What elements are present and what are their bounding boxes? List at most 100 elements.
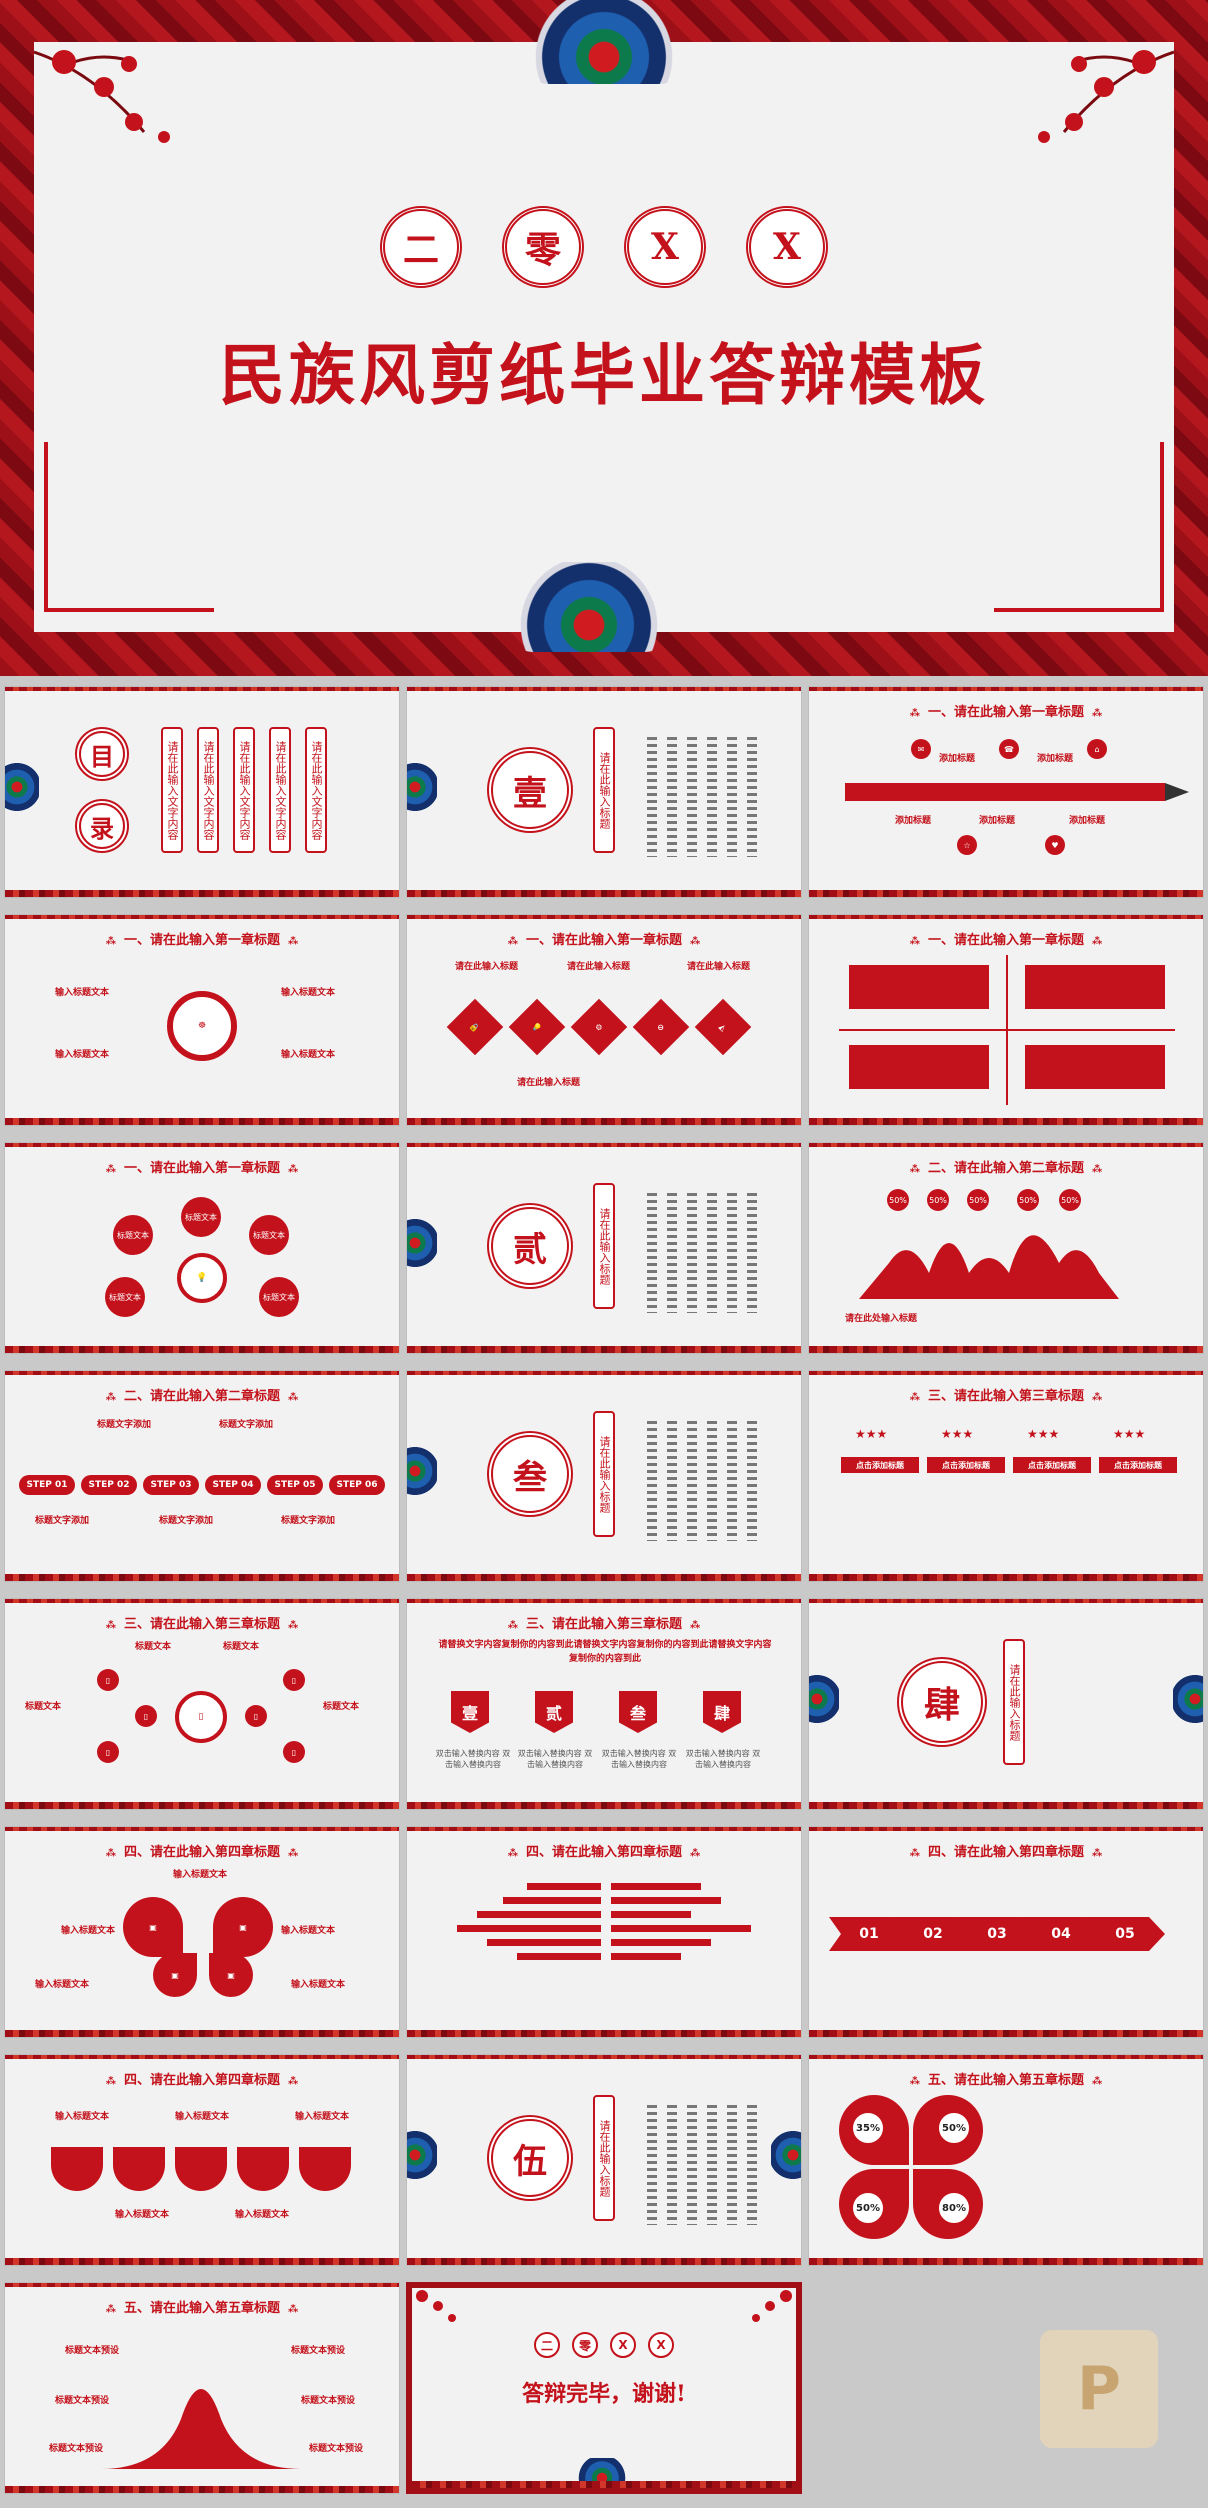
text-column: [727, 1421, 737, 1541]
bar-left-3: [477, 1911, 601, 1918]
slide-top-border: [5, 1371, 399, 1375]
label-input-title: 请在此输入标题: [567, 962, 631, 972]
text-column: [707, 1421, 717, 1541]
slide-ch4-bars[interactable]: 四、请在此输入第四章标题: [406, 1826, 802, 2038]
label-input-title: 输入标题文本: [55, 988, 110, 998]
ending-year-row: 二 零 X X: [412, 2332, 796, 2358]
text-column: [647, 737, 657, 857]
pct-pin-4: 50%: [1017, 1189, 1039, 1211]
slide-top-border: [407, 687, 801, 691]
ending-text: 答辩完毕，谢谢!: [522, 2381, 686, 2407]
plum-blossom-left-icon: [416, 2290, 456, 2322]
slide-ch4-petals[interactable]: 四、请在此输入第四章标题 ▣ ▣ ▣ ▣ 输入标题文本 输入标题文本 输入标题文…: [4, 1826, 400, 2038]
year-seal-row: 二 零 X X: [34, 206, 1174, 288]
slide-ch5-bell[interactable]: 五、请在此输入第五章标题 标题文本预设 标题文本预设 标题文本预设 标题文本预设…: [4, 2282, 400, 2494]
arrow-step-4: 04: [1021, 1917, 1101, 1951]
year-seal-2: 零: [502, 206, 584, 288]
label-title-text-input: 标题文本预设: [309, 2444, 364, 2454]
shield-text: 双击输入替换内容 双击输入替换内容: [685, 1749, 761, 1769]
slide-top-border: [809, 915, 1203, 919]
star-icon: ★★★: [855, 1427, 888, 1441]
slide-top-border: [809, 1143, 1203, 1147]
label-input-text-title: 输入标题文本: [61, 1926, 116, 1936]
label-input-title: 请在此输入标题: [517, 1078, 581, 1088]
pin-icon-1: ✉: [911, 739, 931, 759]
bell-curve-chart: [101, 2389, 301, 2469]
bar-left-5: [487, 1939, 601, 1946]
slide-heading: 二、请在此输入第二章标题: [809, 1157, 1203, 1176]
slide-heading: 三、请在此输入第三章标题: [809, 1385, 1203, 1404]
slide-ch3-shields[interactable]: 三、请在此输入第三章标题 请替换文字内容复制你的内容到此请替换文字内容复制你的内…: [406, 1598, 802, 1810]
text-column: [707, 1193, 717, 1313]
hub-node-icon: ▯: [97, 1669, 119, 1691]
quadrant-box-3: [849, 1045, 989, 1089]
toc-item-1[interactable]: 请在此输入文字内容: [161, 727, 183, 853]
corner-ornament-right: [994, 442, 1164, 612]
click-add-title-1[interactable]: 点击添加标题: [841, 1457, 919, 1473]
cover-panel: 二 零 X X 民族风剪纸毕业答辩模板: [34, 0, 1174, 652]
slide-top-border: [5, 2055, 399, 2059]
arrow-step-3: 03: [957, 1917, 1037, 1951]
label-input-title: 输入标题文本: [281, 1050, 336, 1060]
arrow-step-5: 05: [1085, 1917, 1165, 1951]
quadrant-box-4: [1025, 1045, 1165, 1089]
slide-ch1-bulb[interactable]: 一、请在此输入第一章标题 💡 标题文本 标题文本 标题文本 标题文本 标题文本: [4, 1142, 400, 1354]
slide-chapter-4[interactable]: 肆 请在此输入标题: [808, 1598, 1204, 1810]
slide-ch1-quadrants[interactable]: 一、请在此输入第一章标题: [808, 914, 1204, 1126]
slide-chapter-1[interactable]: 壹 请在此输入标题: [406, 686, 802, 898]
toc-item-2[interactable]: 请在此输入文字内容: [197, 727, 219, 853]
text-column: [747, 737, 757, 857]
toc-item-5[interactable]: 请在此输入文字内容: [305, 727, 327, 853]
click-add-title-2[interactable]: 点击添加标题: [927, 1457, 1005, 1473]
text-column: [727, 737, 737, 857]
text-column: [747, 2105, 757, 2225]
slide-ending[interactable]: 二 零 X X 答辩完毕，谢谢!: [406, 2282, 802, 2494]
slide-ch2-mountains[interactable]: 二、请在此输入第二章标题 50% 50% 50% 50% 50% 请在此处输入标…: [808, 1142, 1204, 1354]
slide-chapter-3[interactable]: 叁 请在此输入标题: [406, 1370, 802, 1582]
slide-ch1-pendant[interactable]: 一、请在此输入第一章标题 ☸ 输入标题文本 输入标题文本 输入标题文本 输入标题…: [4, 914, 400, 1126]
slide-ch3-hub[interactable]: 三、请在此输入第三章标题 ▯ ▯ ▯ ▯ ▯ ▯ ▯ 标题文本 标题文本 标题文…: [4, 1598, 400, 1810]
cover-title: 民族风剪纸毕业答辩模板: [219, 336, 989, 414]
pct-pin-2: 50%: [927, 1189, 949, 1211]
slide-ch4-arrows[interactable]: 四、请在此输入第四章标题 01 02 03 04 05: [808, 1826, 1204, 2038]
toc-item-3[interactable]: 请在此输入文字内容: [233, 727, 255, 853]
step-2: STEP 02: [81, 1475, 137, 1495]
label-input-text-title: 输入标题文本: [55, 2112, 110, 2122]
slide-ch1-diamonds[interactable]: 一、请在此输入第一章标题 🔒 💡 ⚙ ⊘ ◭ 请在此输入标题 请在此输入标题 请…: [406, 914, 802, 1126]
click-add-title-4[interactable]: 点击添加标题: [1099, 1457, 1177, 1473]
toc-item-4[interactable]: 请在此输入文字内容: [269, 727, 291, 853]
slide-heading: 一、请在此输入第一章标题: [809, 701, 1203, 720]
slide-chapter-5[interactable]: 伍 请在此输入标题: [406, 2054, 802, 2266]
label-add-title: 添加标题: [979, 816, 1016, 826]
hub-node-icon: ▯: [283, 1741, 305, 1763]
tulip-2: [113, 2147, 165, 2191]
text-column: [747, 1421, 757, 1541]
chapter-scroll: 请在此输入标题: [593, 2095, 615, 2221]
shield-2: 贰: [535, 1691, 573, 1733]
slide-ch4-tulips[interactable]: 四、请在此输入第四章标题 输入标题文本 输入标题文本 输入标题文本 输入标题文本…: [4, 2054, 400, 2266]
click-add-title-3[interactable]: 点击添加标题: [1013, 1457, 1091, 1473]
bar-right-4: [611, 1925, 751, 1932]
slide-ch5-quadrant-pcts[interactable]: 五、请在此输入第五章标题 35% 50% 50% 80%: [808, 2054, 1204, 2266]
diamond-2: 💡: [508, 998, 566, 1056]
label-input-text-title: 输入标题文本: [35, 1980, 90, 1990]
cloud-ornament-icon: [407, 1213, 437, 1273]
label-title-text-input: 标题文本预设: [49, 2444, 104, 2454]
cover-slide[interactable]: 二 零 X X 民族风剪纸毕业答辩模板: [0, 0, 1208, 676]
petal-1: ▣: [123, 1897, 183, 1957]
quadrant-box-2: [1025, 965, 1165, 1009]
bar-right-6: [611, 1953, 681, 1960]
diamond-1: 🔒: [446, 998, 504, 1056]
slide-ch1-pencil[interactable]: 一、请在此输入第一章标题 ✉ ☎ ⌂ ☆ ♥ 添加标题 添加标题 添加标题 添加…: [808, 686, 1204, 898]
label-title-text: 标题文本: [323, 1702, 360, 1712]
bar-left-1: [527, 1883, 601, 1890]
text-column: [667, 1421, 677, 1541]
label-title-text-add: 标题文字添加: [219, 1420, 274, 1430]
slide-ch3-stars[interactable]: 三、请在此输入第三章标题 ★★★ ★★★ ★★★ ★★★ 点击添加标题 点击添加…: [808, 1370, 1204, 1582]
slide-chapter-2[interactable]: 贰 请在此输入标题: [406, 1142, 802, 1354]
slide-toc[interactable]: 目 录 请在此输入文字内容 请在此输入文字内容 请在此输入文字内容 请在此输入文…: [4, 686, 400, 898]
year-seal-3: X: [624, 206, 706, 288]
step-3: STEP 03: [143, 1475, 199, 1495]
slide-ch2-steps[interactable]: 二、请在此输入第二章标题 STEP 01 STEP 02 STEP 03 STE…: [4, 1370, 400, 1582]
text-column: [707, 2105, 717, 2225]
